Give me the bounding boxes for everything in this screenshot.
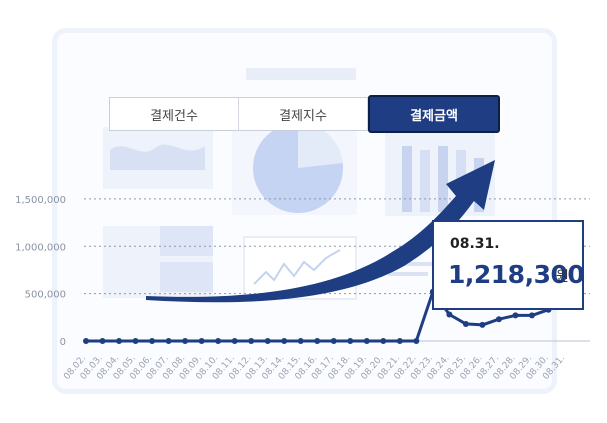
bg-area-wave: [110, 144, 205, 170]
tab-payment-index[interactable]: 결제지수: [239, 98, 368, 130]
data-point: [215, 338, 222, 344]
data-point: [446, 311, 453, 318]
y-tick-label: 1,500,000: [15, 195, 66, 206]
data-point: [314, 338, 321, 344]
bg-title-bar: [246, 68, 356, 80]
tooltip-date: 08.31.: [450, 236, 500, 252]
value-tooltip: 08.31. 1,218,300 원: [432, 220, 585, 310]
data-point: [297, 338, 304, 344]
bg-bar: [438, 146, 448, 212]
bg-text-line: [388, 262, 440, 266]
data-point: [512, 312, 519, 319]
data-point: [83, 338, 89, 344]
data-point: [99, 338, 106, 344]
metric-tabs: 결제건수 결제지수 결제금액: [109, 95, 500, 133]
data-point: [462, 320, 469, 327]
bg-list-block: [160, 262, 213, 292]
data-point: [231, 338, 238, 344]
data-point: [495, 316, 502, 323]
data-point: [380, 338, 387, 344]
bg-list-block: [160, 226, 213, 256]
data-point: [413, 338, 420, 344]
data-point: [479, 321, 486, 328]
bg-bar: [402, 146, 412, 212]
data-point: [248, 338, 255, 344]
data-point: [281, 338, 288, 344]
bg-line: [253, 249, 341, 285]
data-point: [149, 338, 156, 344]
data-point: [116, 338, 123, 344]
tooltip-value: 1,218,300: [448, 260, 585, 289]
data-point: [182, 338, 189, 344]
data-point: [264, 338, 271, 344]
y-tick-label: 0: [60, 337, 66, 348]
y-tick-label: 1,000,000: [15, 242, 66, 253]
data-point: [396, 338, 403, 344]
data-point: [347, 338, 354, 344]
trend-arrow: [146, 160, 495, 303]
bg-pie-slice: [298, 122, 343, 168]
y-tick-label: 500,000: [25, 290, 66, 301]
data-point: [528, 312, 535, 319]
tab-payment-amount[interactable]: 결제금액: [368, 95, 500, 133]
data-point: [198, 338, 205, 344]
tab-payment-count[interactable]: 결제건수: [110, 98, 239, 130]
data-point: [165, 338, 172, 344]
bg-bar: [420, 150, 430, 212]
data-point: [132, 338, 139, 344]
bg-text-line: [388, 272, 428, 276]
tooltip-unit: 원: [556, 269, 569, 285]
data-point: [363, 338, 370, 344]
data-point: [330, 338, 337, 344]
